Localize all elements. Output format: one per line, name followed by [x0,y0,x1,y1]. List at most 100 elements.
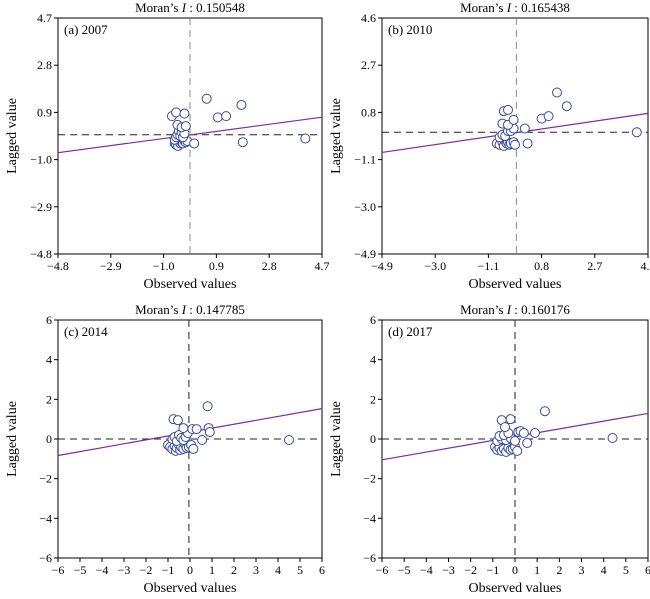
y-tick-label: 2.8 [37,58,52,72]
data-point [212,112,223,123]
y-tick-label: −1.1 [354,153,376,167]
moran-title: Moran’s I : 0.165438 [460,0,570,15]
data-point [188,443,199,454]
moran-title-var: I [181,302,187,317]
moran-index-value: 0.150548 [196,0,245,15]
x-tick-label: 5 [623,563,629,577]
x-tick-label: −3 [118,563,131,577]
y-axis-title: Lagged value [5,401,20,477]
data-point [204,427,215,438]
y-axis-title: Lagged value [5,98,20,174]
y-tick-label: −4.8 [30,247,52,261]
moran-title-sep: : [511,0,521,15]
x-tick-label: −5 [74,563,87,577]
panel-label: (d) 2017 [388,324,433,339]
data-point [284,434,294,445]
x-tick-label: 2.8 [262,259,277,273]
data-point [300,133,311,144]
data-point [561,101,572,112]
y-tick-label: 0 [46,432,52,446]
y-tick-label: −2.9 [30,200,52,214]
moran-title-var: I [181,0,187,15]
data-point [503,104,513,115]
panel-4: Moran’s I : 0.160176 (d) 2017 −6 −5 −4 −3 −2 −1… [329,302,650,596]
data-point [512,445,523,456]
y-tick-label: 6 [46,313,52,327]
x-tick-label: −4.8 [47,259,69,273]
data-point [236,99,247,110]
moran-index-value: 0.160176 [521,302,570,317]
y-axis-title: Lagged value [329,401,344,477]
y-tick-label: 0 [370,432,376,446]
moran-title-var: I [506,302,512,317]
data-point [519,123,530,134]
data-point [197,434,208,445]
data-point [539,406,550,417]
data-point [631,127,642,138]
y-tick-label: −4.9 [354,247,376,261]
panel-1: Moran’s I : 0.150548 (a) 2007 −4.8 −2.9 −1.0… [5,0,330,292]
y-tick-label: −6 [39,551,52,565]
data-point [237,137,248,148]
y-tick-label: 4.7 [37,11,52,25]
y-tick-label: 0.9 [37,105,52,119]
x-tick-label: −1.1 [478,259,500,273]
y-tick-label: 2 [370,392,376,406]
x-tick-label: 3 [253,563,259,577]
data-point [178,423,189,434]
x-axis-title: Observed values [144,277,237,292]
x-tick-label: −3 [442,563,455,577]
x-tick-label: 0 [187,563,193,577]
moran-index-value: 0.165438 [521,0,570,15]
x-tick-label: 3 [579,563,585,577]
data-point [508,114,519,125]
x-tick-label: 5 [297,563,303,577]
y-tick-label: 2 [46,392,52,406]
x-tick-label: 0.8 [534,259,549,273]
data-point [500,422,511,433]
y-tick-label: 6 [370,313,376,327]
data-point [522,138,533,149]
x-tick-label: 1 [534,563,540,577]
x-axis-title: Observed values [144,581,237,596]
moran-title-prefix: Moran’s [135,0,182,15]
x-tick-label: −6 [52,563,65,577]
x-tick-label: −2.9 [100,259,122,273]
data-point [529,428,540,439]
data-point [607,433,618,444]
x-tick-label: 2 [231,563,237,577]
data-point [179,108,190,119]
moran-title: Moran’s I : 0.160176 [460,302,570,317]
x-tick-label: −4 [96,563,109,577]
data-point [518,428,529,439]
y-tick-label: −2 [363,472,376,486]
x-tick-label: 0.9 [209,259,224,273]
x-tick-label: −6 [376,563,389,577]
moran-title-sep: : [511,302,521,317]
y-axis-title: Lagged value [329,98,344,174]
x-axis-title: Observed values [469,277,562,292]
x-tick-label: 6 [319,563,325,577]
moran-title: Moran’s I : 0.150548 [135,0,245,15]
data-point [221,111,232,122]
y-tick-label: −3.0 [354,200,376,214]
x-tick-label: 6 [645,563,650,577]
data-point [191,424,202,435]
y-tick-label: −4 [363,511,376,525]
data-point [510,139,520,150]
moran-title-var: I [506,0,512,15]
x-tick-label: −2 [140,563,153,577]
moran-title-prefix: Moran’s [460,302,507,317]
y-tick-label: 2.7 [361,58,376,72]
x-tick-label: −3.0 [424,259,446,273]
x-tick-label: 4.6 [641,259,650,273]
data-point [522,437,533,448]
x-tick-label: 1 [209,563,215,577]
x-tick-label: −1 [486,563,499,577]
y-tick-label: −6 [363,551,376,565]
plot-frame [57,17,323,255]
regression-line [57,116,323,154]
x-tick-label: 4.7 [315,259,330,273]
panel-label: (b) 2010 [388,22,432,37]
moran-title-prefix: Moran’s [460,0,507,15]
